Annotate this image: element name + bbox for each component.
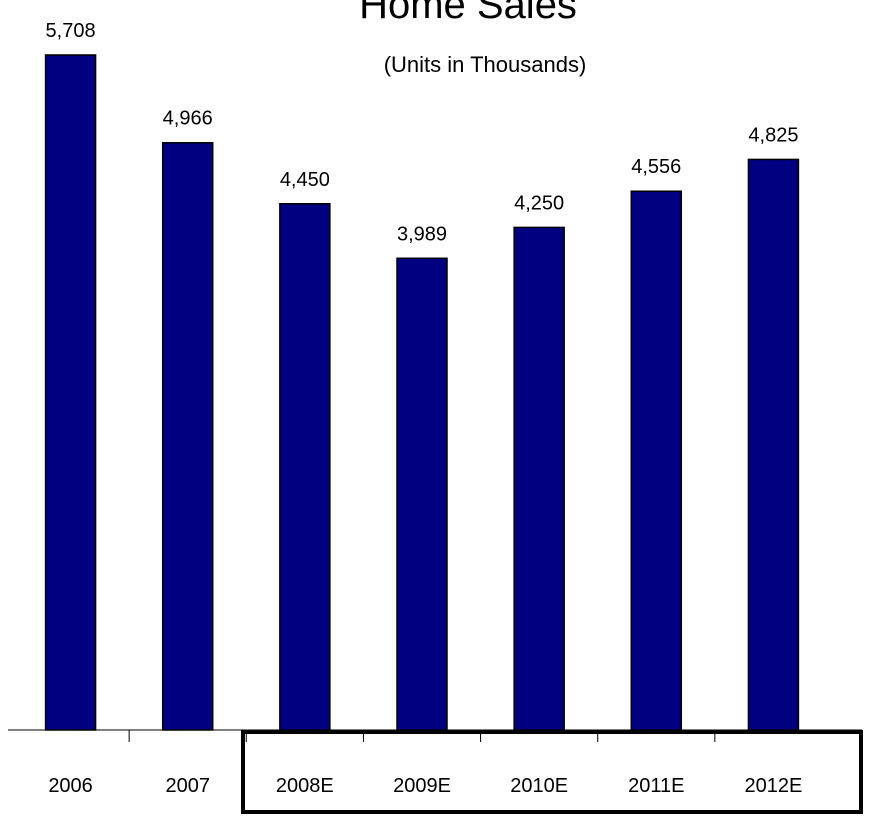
data-label-2007: 4,966 <box>163 108 213 130</box>
chart-title: Home Sales <box>359 0 577 27</box>
tick-label-2006: 2006 <box>48 775 93 797</box>
bar-2012E <box>747 158 800 731</box>
data-label-2012E: 4,825 <box>748 124 798 146</box>
tick-label-2007: 2007 <box>165 775 210 797</box>
bar-2006 <box>44 54 97 731</box>
tick-label-2011E: 2011E <box>628 775 684 797</box>
bar-2011E <box>630 190 683 731</box>
bar-series <box>44 54 800 731</box>
data-label-2010E: 4,250 <box>514 192 564 214</box>
tick-label-2009E: 2009E <box>393 775 451 797</box>
tick-label-2008E: 2008E <box>276 775 334 797</box>
bar-2010E <box>513 226 565 731</box>
data-label-2008E: 4,450 <box>280 169 330 191</box>
bar-2008E <box>279 203 331 731</box>
chart-subtitle: (Units in Thousands) <box>384 52 587 77</box>
data-label-2009E: 3,989 <box>397 223 447 245</box>
tick-label-2010E: 2010E <box>510 775 568 797</box>
x-axis-tick-labels: 2006 2007 2008E 2009E 2010E 2011E 2012E <box>48 775 802 797</box>
bar-2007 <box>161 141 214 731</box>
bar-2009E <box>396 257 448 731</box>
tick-label-2012E: 2012E <box>745 775 803 797</box>
data-label-2011E: 4,556 <box>631 156 681 178</box>
estimate-years-box <box>241 730 863 814</box>
data-label-2006: 5,708 <box>46 20 96 42</box>
data-labels: 5,708 4,966 4,450 3,989 4,250 4,556 4,825 <box>46 20 799 245</box>
